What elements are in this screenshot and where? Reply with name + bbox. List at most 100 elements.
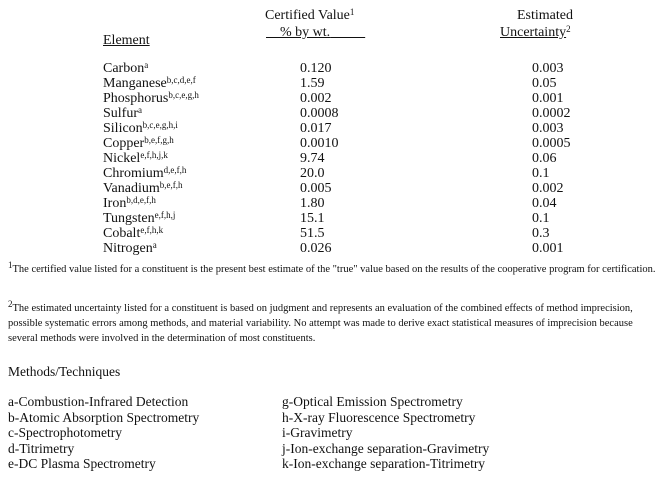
method-item: a-Combustion-Infrared Detection: [8, 394, 189, 409]
method-item: g-Optical Emission Spectrometry: [282, 394, 463, 409]
method-item: d-Titrimetry: [8, 440, 75, 456]
certified-value: 51.5: [300, 226, 325, 241]
element-name: Copperb,e,f,g,h: [103, 135, 174, 152]
header-percent-by-wt: % by wt.: [266, 25, 365, 41]
footnote-mark: 2: [8, 299, 13, 309]
element-label: Tungsten: [103, 211, 155, 226]
methods-title: Methods/Techniques: [8, 364, 121, 379]
table-row: Nickele,f,h,j,k 9.74 0.06: [0, 150, 669, 167]
header-element: Element: [103, 33, 150, 48]
element-label: Copper: [103, 136, 145, 151]
header-uncertainty: Uncertainty2: [500, 25, 571, 41]
table-row: Phosphorusb,c,e,g,h 0.002 0.001: [0, 90, 669, 107]
method-item: k-Ion-exchange separation-Titrimetry: [282, 456, 486, 471]
method-item: c-Spectrophotometry: [8, 425, 122, 440]
certified-value: 0.005: [300, 181, 332, 196]
certified-value: 0.017: [300, 121, 332, 136]
table-row: Vanadiumb,e,f,h 0.005 0.002: [0, 180, 669, 197]
estimated-uncertainty: 0.1: [532, 166, 550, 181]
estimated-uncertainty: 0.002: [532, 181, 564, 196]
table-row: Copperb,e,f,g,h 0.0010 0.0005: [0, 135, 669, 152]
method-codes: d,e,f,h: [163, 165, 187, 175]
method-codes: a: [144, 60, 149, 70]
element-name: Nickele,f,h,j,k: [103, 150, 168, 167]
element-name: Carbona: [103, 60, 149, 77]
element-name: Ironb,d,e,f,h: [103, 195, 156, 212]
table-row: Nitrogena 0.026 0.001: [0, 240, 669, 257]
certified-value: 0.0008: [300, 106, 339, 121]
table-row: Ironb,d,e,f,h 1.80 0.04: [0, 195, 669, 212]
element-name: Sulfura: [103, 105, 142, 122]
method-codes: e,f,h,j: [154, 210, 176, 220]
methods-right-column: g-Optical Emission Spectrometry h-X-ray …: [282, 394, 489, 472]
method-codes: b,e,f,g,h: [144, 135, 174, 145]
element-label: Sulfur: [103, 106, 138, 121]
table-row: Tungstene,f,h,j 15.1 0.1: [0, 210, 669, 227]
certified-value: 1.80: [300, 196, 325, 211]
method-item: j-Ion-exchange separation-Gravimetry: [282, 440, 490, 456]
header-certified-value: Certified Value1: [265, 8, 354, 24]
table-row: Manganeseb,c,d,e,f 1.59 0.05: [0, 76, 669, 92]
footnote-text: The estimated uncertainty listed for a c…: [8, 303, 633, 344]
element-label: Manganese: [103, 76, 167, 91]
methods-left-column: a-Combustion-Infrared Detection b-Atomic…: [8, 394, 199, 472]
estimated-uncertainty: 0.1: [532, 211, 550, 226]
estimated-uncertainty: 0.001: [532, 241, 564, 256]
estimated-uncertainty: 0.001: [532, 91, 564, 106]
table-row: Cobalte,f,h,k 51.5 0.3: [0, 225, 669, 242]
method-codes: e,f,h,j,k: [140, 150, 168, 160]
method-codes: a: [138, 105, 142, 115]
certified-value: 20.0: [300, 166, 325, 181]
certified-value: 0.0010: [300, 136, 339, 151]
element-label: Nitrogen: [103, 241, 153, 256]
method-codes: a: [152, 240, 157, 250]
certified-value: 0.026: [300, 241, 332, 256]
certified-value: 0.002: [300, 91, 332, 106]
element-label: Nickel: [103, 151, 141, 166]
footnote-ref-2: 2: [566, 24, 571, 34]
element-name: Phosphorusb,c,e,g,h: [103, 90, 199, 107]
table-row: Sulfura 0.0008 0.0002: [0, 105, 669, 122]
method-item: e-DC Plasma Spectrometry: [8, 456, 156, 471]
table-row: Siliconb,c,e,g,h,i 0.017 0.003: [0, 120, 669, 137]
method-codes: b,e,f,h: [159, 180, 183, 190]
method-codes: b,c,e,g,h: [168, 90, 199, 100]
estimated-uncertainty: 0.04: [532, 196, 557, 211]
element-label: Cobalt: [103, 226, 141, 241]
estimated-uncertainty: 0.003: [532, 61, 564, 76]
element-name: Tungstene,f,h,j: [103, 210, 176, 227]
estimated-uncertainty: 0.06: [532, 151, 557, 166]
element-label: Vanadium: [103, 181, 160, 196]
table-row: Carbona 0.120 0.003: [0, 60, 669, 77]
footnote-2: 2The estimated uncertainty listed for a …: [8, 299, 663, 346]
estimated-uncertainty: 0.0005: [532, 136, 571, 151]
element-name: Cobalte,f,h,k: [103, 225, 164, 242]
element-label: Iron: [103, 196, 127, 211]
header-percent-label: % by wt.: [280, 25, 331, 40]
header-estimated: Estimated: [517, 8, 573, 23]
footnote-text: The certified value listed for a constit…: [12, 264, 656, 275]
estimated-uncertainty: 0.3: [532, 226, 550, 241]
element-name: Vanadiumb,e,f,h: [103, 180, 183, 197]
element-name: Chromiumd,e,f,h: [103, 165, 187, 182]
element-label: Phosphorus: [103, 91, 169, 106]
footnote-mark: 1: [8, 260, 13, 270]
method-item: i-Gravimetry: [282, 425, 353, 440]
table-row: Chromiumd,e,f,h 20.0 0.1: [0, 165, 669, 182]
estimated-uncertainty: 0.003: [532, 121, 564, 136]
element-label: Silicon: [103, 121, 143, 136]
footnote-1: 1The certified value listed for a consti…: [8, 260, 663, 277]
method-codes: b,d,e,f,h: [126, 195, 156, 205]
footnote-ref-1: 1: [349, 7, 355, 17]
element-name: Siliconb,c,e,g,h,i: [103, 120, 178, 137]
method-codes: b,c,e,g,h,i: [142, 120, 178, 130]
certified-value: 1.59: [300, 76, 325, 91]
method-item: h-X-ray Fluorescence Spectrometry: [282, 409, 476, 425]
method-item: b-Atomic Absorption Spectrometry: [8, 409, 200, 425]
header-uncertainty-label: Uncertainty: [500, 25, 567, 40]
certified-value: 0.120: [300, 61, 332, 76]
element-label: Carbon: [103, 61, 145, 76]
certified-value: 15.1: [300, 211, 325, 226]
element-label: Chromium: [103, 166, 164, 181]
method-codes: e,f,h,k: [140, 225, 164, 235]
